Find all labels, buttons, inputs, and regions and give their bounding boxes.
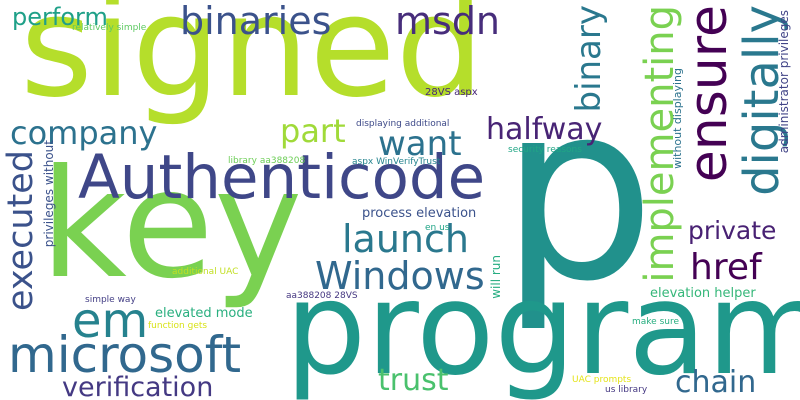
word-28vs-aspx: 28VS aspx bbox=[425, 87, 478, 98]
word-en-us: en us bbox=[425, 223, 450, 233]
word-ensure: ensure bbox=[679, 5, 739, 183]
word-company: company bbox=[10, 114, 158, 152]
word-additional-uac: additional UAC bbox=[172, 267, 239, 277]
word-relatively-simple: relatively simple bbox=[72, 23, 147, 33]
word-function-gets: function gets bbox=[148, 321, 208, 331]
word-verification: verification bbox=[62, 372, 214, 400]
word-uac-prompts: UAC prompts bbox=[572, 375, 632, 385]
word-executed: executed bbox=[1, 150, 41, 311]
word-simple-way: simple way bbox=[85, 295, 136, 305]
word-want: want bbox=[378, 124, 462, 164]
word-elevated-mode: elevated mode bbox=[155, 306, 253, 321]
word-will-run: will run bbox=[489, 255, 503, 299]
word-us-library: us library bbox=[605, 385, 648, 395]
word-security-reasons: security reasons bbox=[508, 145, 582, 155]
word-msdn: msdn bbox=[395, 0, 501, 43]
word-trust: trust bbox=[378, 363, 449, 398]
word-signed: signed bbox=[20, 0, 485, 129]
word-private: private bbox=[688, 216, 777, 245]
word-halfway: halfway bbox=[486, 112, 603, 147]
word-binaries: binaries bbox=[180, 0, 332, 43]
word-library-aa388208: library aa388208 bbox=[228, 156, 306, 166]
word-authenticode: Authenticode bbox=[78, 142, 486, 213]
word-displaying-additional: displaying additional bbox=[356, 119, 450, 129]
word-without-displaying: without displaying bbox=[671, 68, 684, 169]
word-binary: binary bbox=[569, 5, 609, 113]
word-key: key bbox=[40, 138, 303, 312]
word-launch: launch bbox=[342, 217, 469, 261]
word-program: program bbox=[285, 255, 800, 400]
word-em: em bbox=[72, 293, 149, 349]
word-aspx-winverifytrust: aspx WinVerifyTrust bbox=[352, 157, 441, 167]
word-perform: perform bbox=[12, 3, 108, 31]
word-microsoft: microsoft bbox=[8, 326, 242, 384]
word-aa388208-28vs: aa388208 28VS bbox=[286, 291, 358, 301]
word-href: href bbox=[690, 247, 762, 288]
word-privileges-without: privileges without bbox=[42, 140, 56, 248]
word-part: part bbox=[280, 112, 346, 150]
word-process-elevation: process elevation bbox=[362, 206, 477, 221]
word-windows: Windows bbox=[315, 254, 485, 298]
word-administrator-privileges: administrator privileges bbox=[777, 10, 791, 154]
word-p: p bbox=[500, 50, 656, 335]
word-make-sure: make sure bbox=[632, 317, 680, 327]
word-elevation-helper: elevation helper bbox=[650, 286, 756, 301]
word-chain: chain bbox=[675, 365, 757, 400]
